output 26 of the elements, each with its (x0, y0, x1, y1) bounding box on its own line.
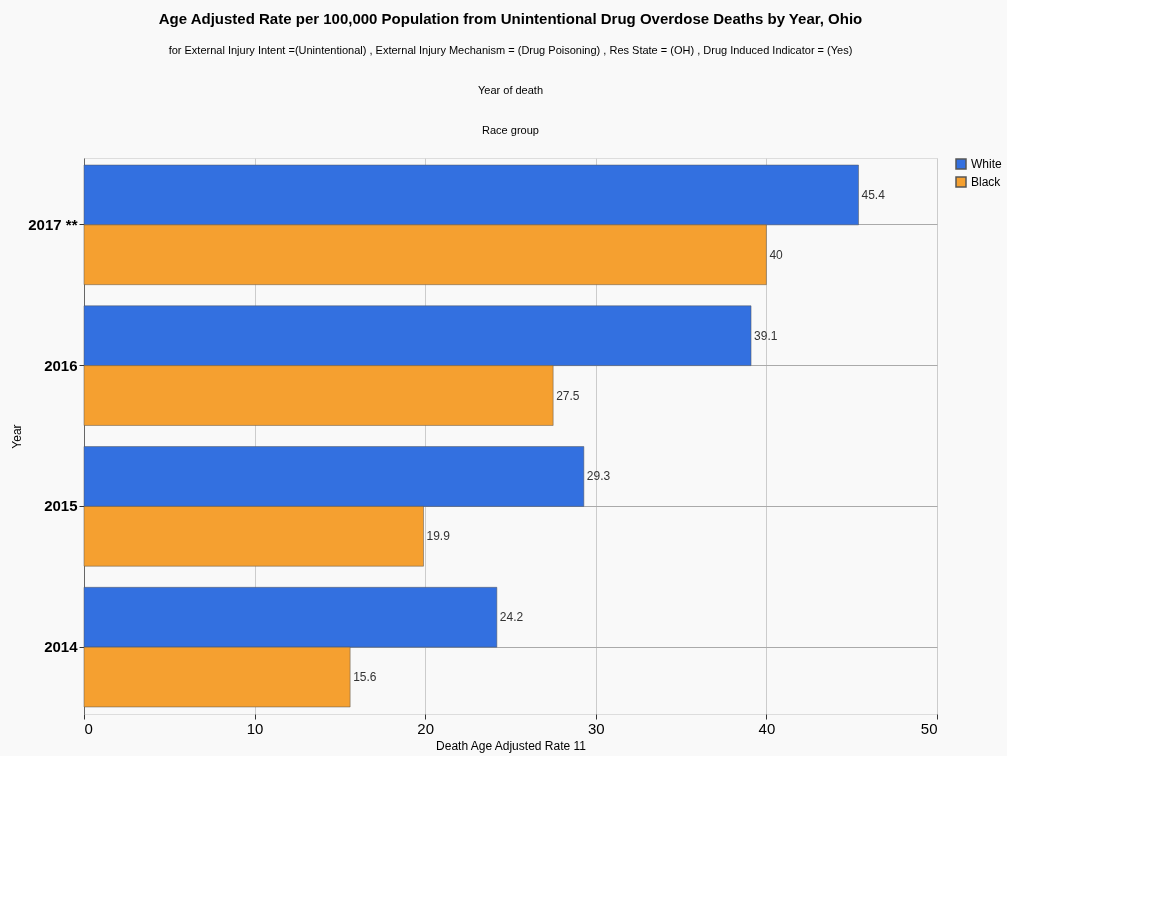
x-tick-label: 0 (84, 719, 93, 737)
y-axis-title: Year (10, 424, 25, 449)
data-label: 29.3 (586, 469, 611, 484)
data-label: 15.6 (353, 670, 377, 685)
y-tick-label: 2017 ** (28, 215, 78, 233)
x-tick-label: 50 (920, 719, 938, 737)
x-tick-label: 20 (417, 719, 435, 737)
y-tick-label: 2014 (44, 638, 79, 656)
x-tick-label: 30 (587, 719, 605, 737)
data-label: 40 (769, 247, 784, 262)
chart-subtitle: for External Injury Intent =(Unintentional) , External Injury Mechanism = (Drug Poisoning) , Res State = (OH) , Drug Induced Indicator = (Yes) (168, 44, 853, 56)
data-label: 24.2 (499, 610, 524, 625)
data-label: 45.4 (861, 187, 886, 202)
legend-label: Black (971, 175, 1002, 189)
data-label: 19.9 (426, 529, 451, 544)
chart-title: Age Adjusted Rate per 100,000 Population from Unintentional Drug Overdose Deaths by Year, Ohio (158, 10, 863, 27)
x-tick-label: 40 (758, 719, 776, 737)
x-axis-title: Death Age Adjusted Rate 11 (436, 738, 587, 753)
data-label: 27.5 (556, 388, 580, 403)
text: Race group (482, 124, 539, 136)
data-label: 39.1 (754, 328, 778, 343)
x-tick-label: 10 (246, 719, 264, 737)
text: Year of death (477, 84, 544, 96)
y-tick-label: 2016 (44, 356, 78, 374)
legend-label: White (971, 157, 1002, 171)
y-tick-label: 2015 (44, 497, 78, 515)
